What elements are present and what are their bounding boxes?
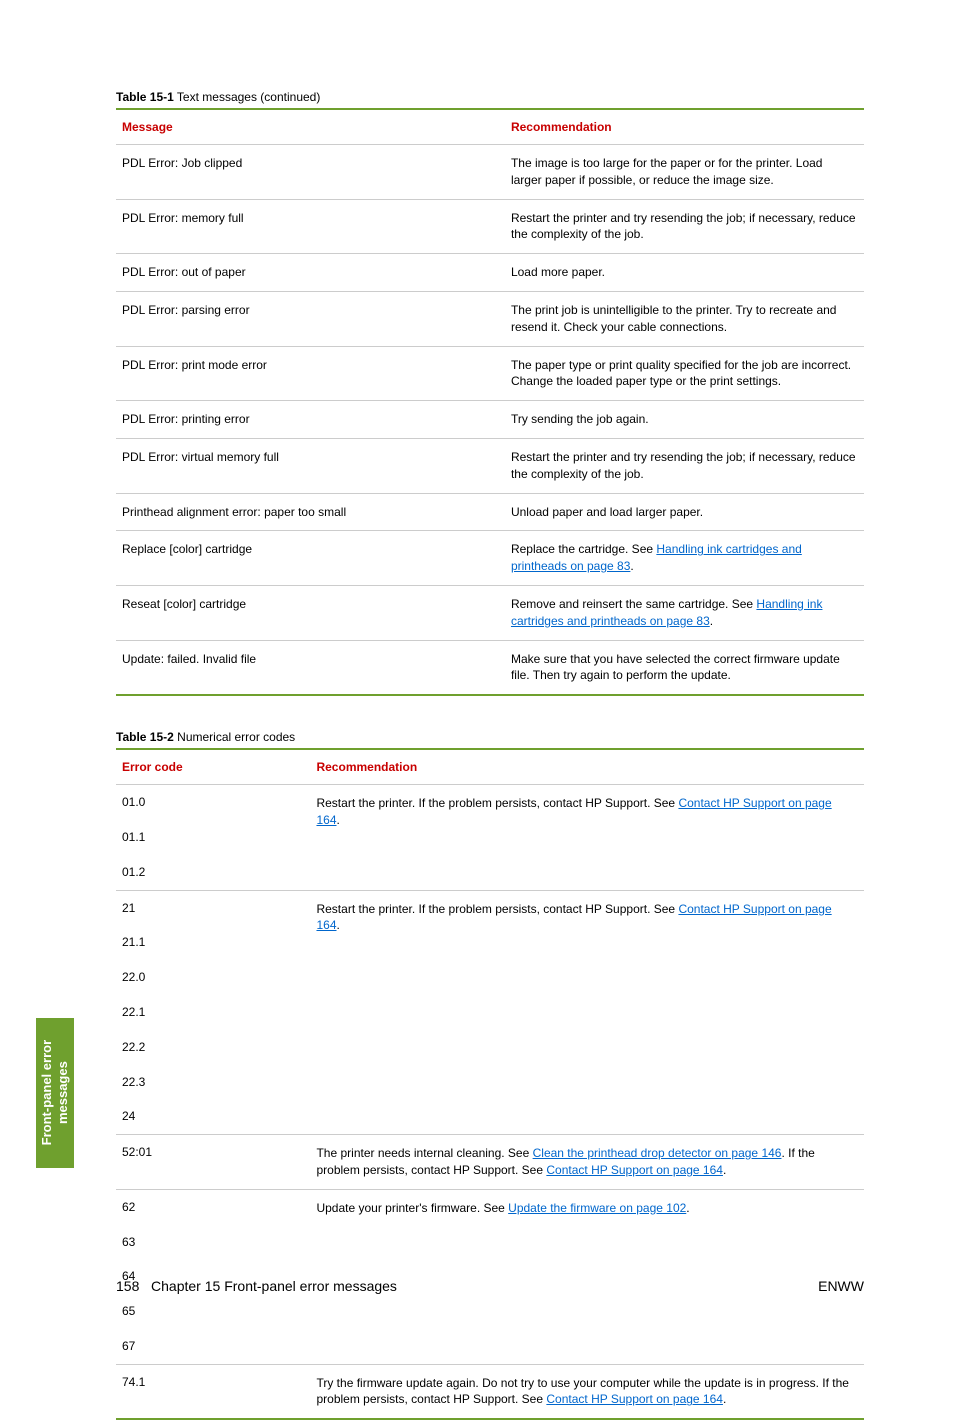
table-row: 62Update your printer's firmware. See Up… xyxy=(116,1189,864,1224)
t1-header-message: Message xyxy=(116,109,505,145)
error-code-cell: 65 xyxy=(116,1294,310,1329)
message-cell: PDL Error: memory full xyxy=(116,199,505,254)
recommendation-cell: The image is too large for the paper or … xyxy=(505,145,864,200)
table-1-caption: Table 15-1 Text messages (continued) xyxy=(116,90,864,104)
error-code-cell: 67 xyxy=(116,1329,310,1364)
table-row: PDL Error: virtual memory fullRestart th… xyxy=(116,438,864,493)
table-row: Printhead alignment error: paper too sma… xyxy=(116,493,864,531)
footer-page-number: 158 xyxy=(116,1278,139,1294)
t2-header-recommendation: Recommendation xyxy=(310,749,864,785)
cross-reference-link[interactable]: Contact HP Support on page 164 xyxy=(316,796,831,827)
message-cell: PDL Error: Job clipped xyxy=(116,145,505,200)
cross-reference-link[interactable]: Clean the printhead drop detector on pag… xyxy=(533,1146,782,1160)
recommendation-cell: Remove and reinsert the same cartridge. … xyxy=(505,585,864,640)
error-code-cell: 01.2 xyxy=(116,855,310,890)
message-cell: Printhead alignment error: paper too sma… xyxy=(116,493,505,531)
error-code-cell: 22.1 xyxy=(116,995,310,1030)
recommendation-cell: Unload paper and load larger paper. xyxy=(505,493,864,531)
recommendation-cell: Make sure that you have selected the cor… xyxy=(505,640,864,695)
error-code-cell: 52:01 xyxy=(116,1135,310,1190)
cross-reference-link[interactable]: Contact HP Support on page 164 xyxy=(546,1392,723,1406)
table-row: 52:01The printer needs internal cleaning… xyxy=(116,1135,864,1190)
t2-header-code: Error code xyxy=(116,749,310,785)
recommendation-cell: Restart the printer and try resending th… xyxy=(505,199,864,254)
table-row: PDL Error: memory fullRestart the printe… xyxy=(116,199,864,254)
section-tab-line2: messages xyxy=(55,1062,70,1125)
error-code-cell: 01.1 xyxy=(116,820,310,855)
table-row: 01.0Restart the printer. If the problem … xyxy=(116,785,864,820)
recommendation-cell: The paper type or print quality specifie… xyxy=(505,346,864,401)
error-code-cell: 22.2 xyxy=(116,1030,310,1065)
t1-header-recommendation: Recommendation xyxy=(505,109,864,145)
recommendation-cell: Replace the cartridge. See Handling ink … xyxy=(505,531,864,586)
cross-reference-link[interactable]: Contact HP Support on page 164 xyxy=(316,902,831,933)
cross-reference-link[interactable]: Handling ink cartridges and printheads o… xyxy=(511,542,802,573)
table-row: 74.1Try the firmware update again. Do no… xyxy=(116,1364,864,1419)
error-code-cell: 21.1 xyxy=(116,925,310,960)
table-2-title: Numerical error codes xyxy=(174,730,295,744)
message-cell: PDL Error: print mode error xyxy=(116,346,505,401)
text-messages-table: Message Recommendation PDL Error: Job cl… xyxy=(116,108,864,696)
message-cell: PDL Error: parsing error xyxy=(116,291,505,346)
section-tab-line1: Front-panel error xyxy=(39,1040,54,1145)
error-code-cell: 24 xyxy=(116,1099,310,1134)
table-row: Reseat [color] cartridgeRemove and reins… xyxy=(116,585,864,640)
error-code-cell: 74.1 xyxy=(116,1364,310,1419)
recommendation-cell: The printer needs internal cleaning. See… xyxy=(310,1135,864,1190)
table-1-title: Text messages (continued) xyxy=(174,90,321,104)
message-cell: PDL Error: virtual memory full xyxy=(116,438,505,493)
recommendation-cell: Load more paper. xyxy=(505,254,864,292)
table-row: PDL Error: Job clippedThe image is too l… xyxy=(116,145,864,200)
recommendation-cell: The print job is unintelligible to the p… xyxy=(505,291,864,346)
message-cell: Update: failed. Invalid file xyxy=(116,640,505,695)
recommendation-cell: Restart the printer. If the problem pers… xyxy=(310,785,864,890)
table-2-caption: Table 15-2 Numerical error codes xyxy=(116,730,864,744)
table-row: Update: failed. Invalid fileMake sure th… xyxy=(116,640,864,695)
numerical-error-codes-table: Error code Recommendation 01.0Restart th… xyxy=(116,748,864,1420)
recommendation-cell: Restart the printer. If the problem pers… xyxy=(310,890,864,1135)
section-tab: Front-panel error messages xyxy=(36,1018,74,1168)
error-code-cell: 22.0 xyxy=(116,960,310,995)
error-code-cell: 21 xyxy=(116,890,310,925)
message-cell: PDL Error: printing error xyxy=(116,401,505,439)
message-cell: Replace [color] cartridge xyxy=(116,531,505,586)
recommendation-cell: Restart the printer and try resending th… xyxy=(505,438,864,493)
cross-reference-link[interactable]: Contact HP Support on page 164 xyxy=(546,1163,723,1177)
recommendation-cell: Try the firmware update again. Do not tr… xyxy=(310,1364,864,1419)
table-row: PDL Error: out of paperLoad more paper. xyxy=(116,254,864,292)
error-code-cell: 22.3 xyxy=(116,1065,310,1100)
cross-reference-link[interactable]: Handling ink cartridges and printheads o… xyxy=(511,597,823,628)
table-row: Replace [color] cartridgeReplace the car… xyxy=(116,531,864,586)
footer-chapter: Chapter 15 Front-panel error messages xyxy=(151,1278,397,1294)
recommendation-cell: Try sending the job again. xyxy=(505,401,864,439)
table-row: 21Restart the printer. If the problem pe… xyxy=(116,890,864,925)
footer-right: ENWW xyxy=(818,1278,864,1294)
cross-reference-link[interactable]: Update the firmware on page 102 xyxy=(508,1201,686,1215)
page-footer: 158 Chapter 15 Front-panel error message… xyxy=(116,1278,864,1294)
message-cell: PDL Error: out of paper xyxy=(116,254,505,292)
error-code-cell: 62 xyxy=(116,1189,310,1224)
table-2-number: Table 15-2 xyxy=(116,730,174,744)
error-code-cell: 63 xyxy=(116,1225,310,1260)
table-1-number: Table 15-1 xyxy=(116,90,174,104)
table-row: PDL Error: parsing errorThe print job is… xyxy=(116,291,864,346)
message-cell: Reseat [color] cartridge xyxy=(116,585,505,640)
error-code-cell: 01.0 xyxy=(116,785,310,820)
recommendation-cell: Update your printer's firmware. See Upda… xyxy=(310,1189,864,1364)
table-row: PDL Error: printing errorTry sending the… xyxy=(116,401,864,439)
table-row: PDL Error: print mode errorThe paper typ… xyxy=(116,346,864,401)
